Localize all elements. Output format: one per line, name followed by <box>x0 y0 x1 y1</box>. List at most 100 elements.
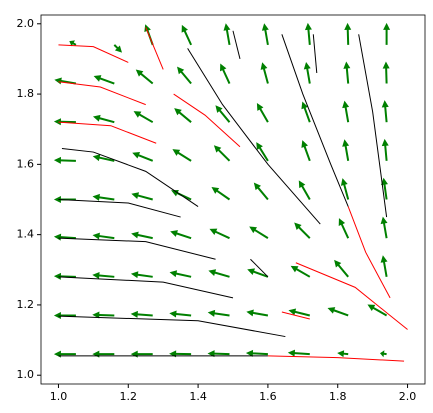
quiver-arrow <box>290 265 311 278</box>
streamline <box>312 34 318 74</box>
streamline <box>145 27 164 70</box>
quiver-arrow <box>301 140 311 162</box>
quiver-arrow <box>253 182 269 201</box>
streamline <box>173 93 241 148</box>
quiver-arrow <box>113 44 123 53</box>
quiver-arrow <box>130 310 153 318</box>
quiver-arrow <box>340 178 350 200</box>
quiver-arrow <box>303 61 311 84</box>
quiver-arrow <box>53 350 76 358</box>
x-tick-label: 1.0 <box>50 390 68 403</box>
quiver-arrow <box>170 230 192 240</box>
quiver-arrow <box>133 111 154 124</box>
quiver-arrow <box>223 23 231 46</box>
x-tick-label: 1.4 <box>189 390 207 403</box>
quiver-arrow <box>220 63 231 84</box>
quiver-arrow <box>215 105 231 123</box>
quiver-arrow <box>247 268 269 278</box>
y-tick-label: 1.2 <box>17 298 35 311</box>
x-tick-label: 1.6 <box>259 390 277 403</box>
streamline <box>347 206 391 299</box>
quiver-arrow <box>298 180 311 200</box>
quiver-arrow <box>54 77 77 85</box>
streamline <box>281 311 310 320</box>
quiver-arrow <box>53 156 76 164</box>
y-tick-label: 2.0 <box>17 17 35 30</box>
quiver-arrow <box>92 232 115 240</box>
y-tick-label: 1.6 <box>17 157 35 170</box>
quiver-arrow <box>135 69 154 85</box>
quiver-arrow <box>260 62 269 84</box>
quiver-arrow <box>301 101 311 123</box>
quiver-arrow <box>92 350 115 358</box>
y-tick-label: 1.8 <box>17 87 35 100</box>
quiver-arrow <box>181 24 193 46</box>
quiver-arrow <box>172 149 192 162</box>
streamline <box>58 121 157 144</box>
quiver-arrow <box>174 108 192 123</box>
quiver-arrow <box>249 226 269 240</box>
quiver-arrow <box>130 350 153 358</box>
quiver-arrow <box>367 304 388 317</box>
plot-frame <box>40 14 426 385</box>
quiver-arrow <box>93 75 115 85</box>
quiver-arrow <box>207 309 230 317</box>
streamline <box>58 44 129 63</box>
quiver-arrow <box>131 192 153 201</box>
quiver-arrow <box>287 349 310 357</box>
x-tick-label: 2.0 <box>399 390 417 403</box>
quiver-arrow <box>381 138 389 161</box>
quiver-arrow <box>380 216 388 239</box>
quiver-arrow <box>213 145 231 162</box>
quiver-arrow <box>256 142 269 162</box>
quiver-arrow <box>342 100 350 123</box>
quiver-arrow <box>92 311 115 319</box>
quiver-arrow <box>327 307 349 317</box>
quiver-arrow <box>69 40 77 47</box>
streamline <box>61 148 199 207</box>
x-tick-label: 1.2 <box>120 390 138 403</box>
quiver-arrow <box>177 66 192 85</box>
y-tick-label: 1.4 <box>17 228 35 241</box>
streamline <box>295 262 408 330</box>
quiver-arrow <box>53 272 76 280</box>
quiver-arrow <box>380 255 388 277</box>
streamline <box>232 30 241 60</box>
quiver-arrow <box>381 177 388 200</box>
streamline <box>58 276 234 299</box>
quiver-arrow <box>92 271 115 279</box>
quiver-arrow <box>337 350 349 358</box>
quiver-arrow <box>169 270 192 278</box>
streamline <box>58 81 146 106</box>
streamline <box>58 315 286 338</box>
quiver-arrow <box>380 350 387 358</box>
quiver-arrow <box>381 100 389 123</box>
quiver-arrow <box>288 308 311 317</box>
quiver-arrow <box>294 222 311 239</box>
streamline <box>281 34 349 207</box>
quiver-arrow <box>130 271 153 279</box>
streamline <box>250 258 269 278</box>
quiver-arrow <box>261 23 269 46</box>
quiver-arrow <box>92 154 115 162</box>
streamline <box>358 34 388 218</box>
quiver-arrow <box>53 118 76 126</box>
streamline <box>187 48 321 225</box>
streamline <box>58 237 216 260</box>
quiver-arrow <box>342 139 350 162</box>
x-tick-label: 1.8 <box>329 390 347 403</box>
quiver-arrow <box>246 309 269 317</box>
streamline <box>267 355 405 362</box>
quiver-arrow <box>343 61 351 84</box>
quiver-arrow <box>304 22 312 45</box>
quiver-arrow <box>92 193 115 201</box>
quiver-arrow <box>338 218 350 239</box>
quiver-arrow <box>169 310 192 318</box>
quiver-arrow <box>344 22 352 45</box>
quiver-arrow <box>383 22 391 45</box>
quiver-arrow <box>208 269 230 278</box>
quiver-arrow <box>256 103 269 123</box>
quiver-arrow <box>53 233 76 241</box>
quiver-arrow <box>131 231 153 240</box>
